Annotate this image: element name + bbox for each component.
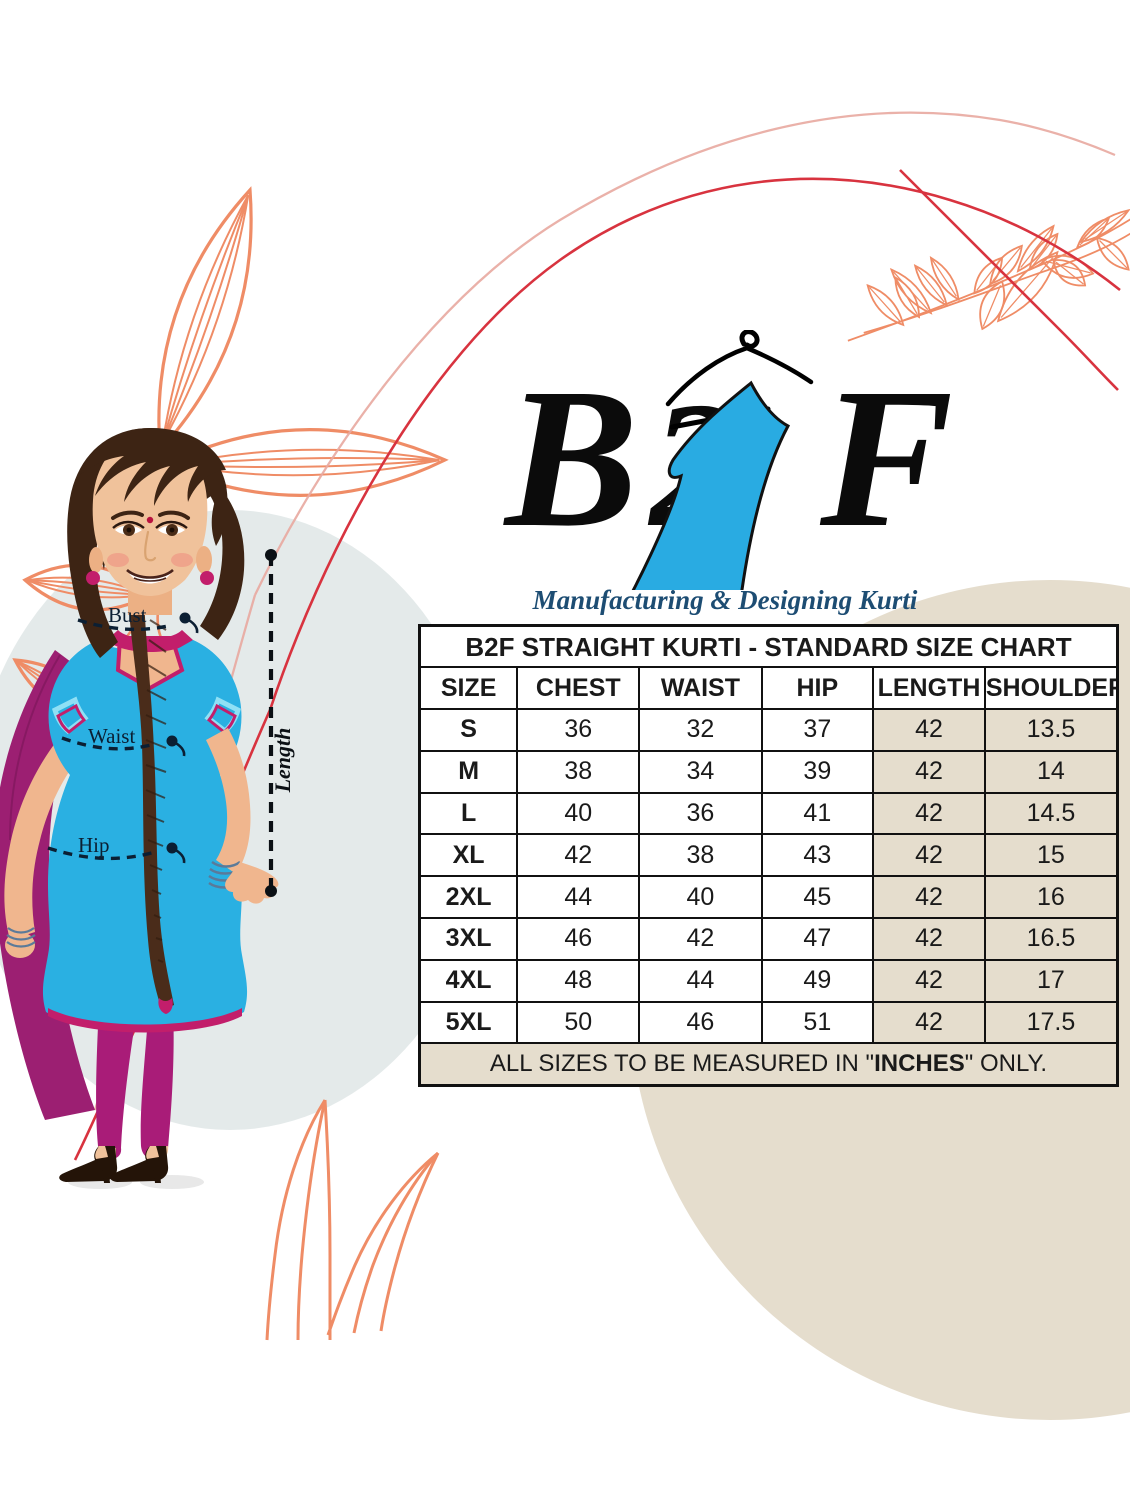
svg-text:Length: Length [270, 728, 295, 794]
svg-text:Bust: Bust [108, 603, 147, 627]
svg-text:Hip: Hip [78, 833, 110, 857]
svg-text:Waist: Waist [88, 724, 135, 748]
